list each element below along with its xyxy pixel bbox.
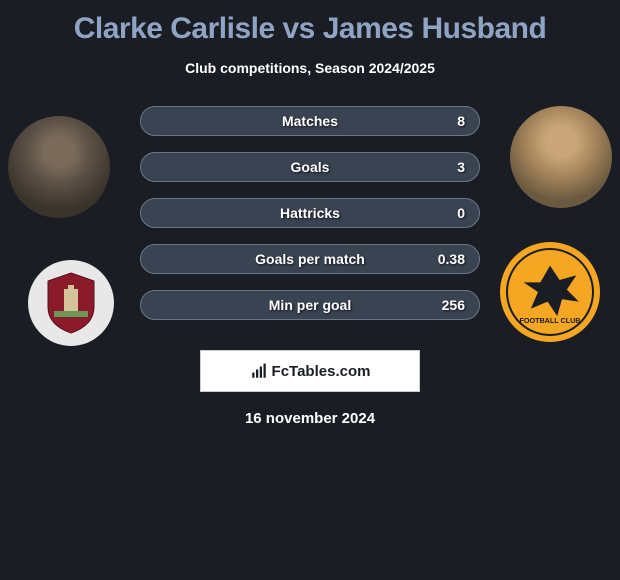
stat-label: Hattricks: [280, 205, 340, 221]
stat-row: Hattricks 0: [140, 198, 480, 228]
crest-icon: [44, 271, 98, 335]
subtitle: Club competitions, Season 2024/2025: [0, 60, 620, 76]
stat-value-right: 8: [457, 113, 465, 129]
player-left-avatar: [8, 116, 110, 218]
brand-badge: FcTables.com: [200, 350, 420, 392]
brand-text: FcTables.com: [272, 363, 371, 380]
comparison-panel: FOOTBALL CLUB Matches 8 Goals 3 Hattrick…: [0, 106, 620, 427]
avatar-silhouette: [8, 116, 110, 218]
date-text: 16 november 2024: [0, 410, 620, 427]
stat-label: Goals per match: [255, 251, 365, 267]
svg-text:FOOTBALL CLUB: FOOTBALL CLUB: [520, 316, 581, 325]
stat-label: Goals: [291, 159, 330, 175]
stat-value-right: 256: [442, 297, 465, 313]
crest-icon: FOOTBALL CLUB: [514, 256, 586, 328]
avatar-silhouette: [510, 106, 612, 208]
club-left-crest: [28, 260, 114, 346]
stat-row: Min per goal 256: [140, 290, 480, 320]
stat-row: Goals per match 0.38: [140, 244, 480, 274]
club-right-crest: FOOTBALL CLUB: [500, 242, 600, 342]
stat-row: Matches 8: [140, 106, 480, 136]
chart-icon: [250, 362, 268, 380]
page-title: Clarke Carlisle vs James Husband: [0, 0, 620, 46]
stat-bars: Matches 8 Goals 3 Hattricks 0 Goals per …: [140, 106, 480, 320]
player-right-avatar: [510, 106, 612, 208]
stat-value-right: 0: [457, 205, 465, 221]
stat-value-right: 0.38: [438, 251, 465, 267]
stat-value-right: 3: [457, 159, 465, 175]
stat-row: Goals 3: [140, 152, 480, 182]
stat-label: Min per goal: [269, 297, 351, 313]
stat-label: Matches: [282, 113, 338, 129]
